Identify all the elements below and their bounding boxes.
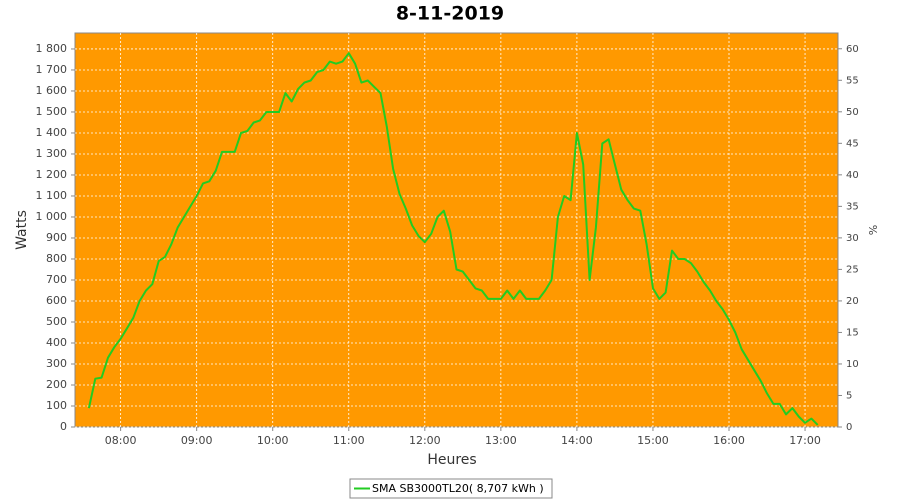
series-line <box>87 52 819 426</box>
y-tick-label: 0 <box>60 420 67 433</box>
y-tick-label: 1 500 <box>36 105 68 118</box>
x-tick-label: 12:00 <box>409 434 441 447</box>
y-tick-label: 1 700 <box>36 63 68 76</box>
y-tick-label: 1 100 <box>36 189 68 202</box>
y-tick-label: 1 200 <box>36 168 68 181</box>
y-tick-label: 1 300 <box>36 147 68 160</box>
y-tick-label: 1 000 <box>36 210 68 223</box>
y-tick-label: 900 <box>46 231 67 244</box>
y-tick-label: 1 400 <box>36 126 68 139</box>
x-tick-label: 17:00 <box>789 434 821 447</box>
y-tick-label: 400 <box>46 336 67 349</box>
y-tick-label: 800 <box>46 252 67 265</box>
y2-tick-label: 35 <box>846 201 859 212</box>
y2-tick-label: 45 <box>846 138 859 149</box>
x-tick-label: 14:00 <box>561 434 593 447</box>
y-axis-label: Watts <box>14 210 30 250</box>
y2-tick-label: 15 <box>846 327 859 338</box>
x-tick-label: 15:00 <box>637 434 669 447</box>
y2-tick-label: 25 <box>846 264 859 275</box>
y-tick-label: 700 <box>46 273 67 286</box>
x-tick-label: 08:00 <box>105 434 137 447</box>
y2-tick-label: 50 <box>846 107 859 118</box>
x-axis-label: Heures <box>427 452 476 468</box>
y-tick-label: 600 <box>46 294 67 307</box>
y2-tick-label: 0 <box>846 422 852 433</box>
y-tick-label: 500 <box>46 315 67 328</box>
y-tick-label: 200 <box>46 378 67 391</box>
legend-label: SMA SB3000TL20( 8,707 kWh ) <box>372 482 544 495</box>
y-tick-label: 1 800 <box>36 42 68 55</box>
x-tick-label: 09:00 <box>181 434 213 447</box>
y2-tick-label: 20 <box>846 296 859 307</box>
legend-box <box>349 478 553 499</box>
chart-title: 8-11-2019 <box>396 3 504 25</box>
x-tick-label: 11:00 <box>333 434 365 447</box>
y2-tick-label: 5 <box>846 390 852 401</box>
x-tick-label: 10:00 <box>257 434 289 447</box>
x-tick-label: 16:00 <box>713 434 745 447</box>
plot-area <box>74 32 839 428</box>
y-tick-label: 1 600 <box>36 84 68 97</box>
y2-tick-label: 10 <box>846 359 859 370</box>
y2-tick-label: 55 <box>846 75 859 86</box>
y-tick-label: 100 <box>46 399 67 412</box>
y2-tick-label: 40 <box>846 170 859 181</box>
y2-axis-label: % <box>866 225 879 235</box>
y2-tick-label: 30 <box>846 233 859 244</box>
x-tick-label: 13:00 <box>485 434 517 447</box>
y-tick-label: 300 <box>46 357 67 370</box>
y2-tick-label: 60 <box>846 44 859 55</box>
